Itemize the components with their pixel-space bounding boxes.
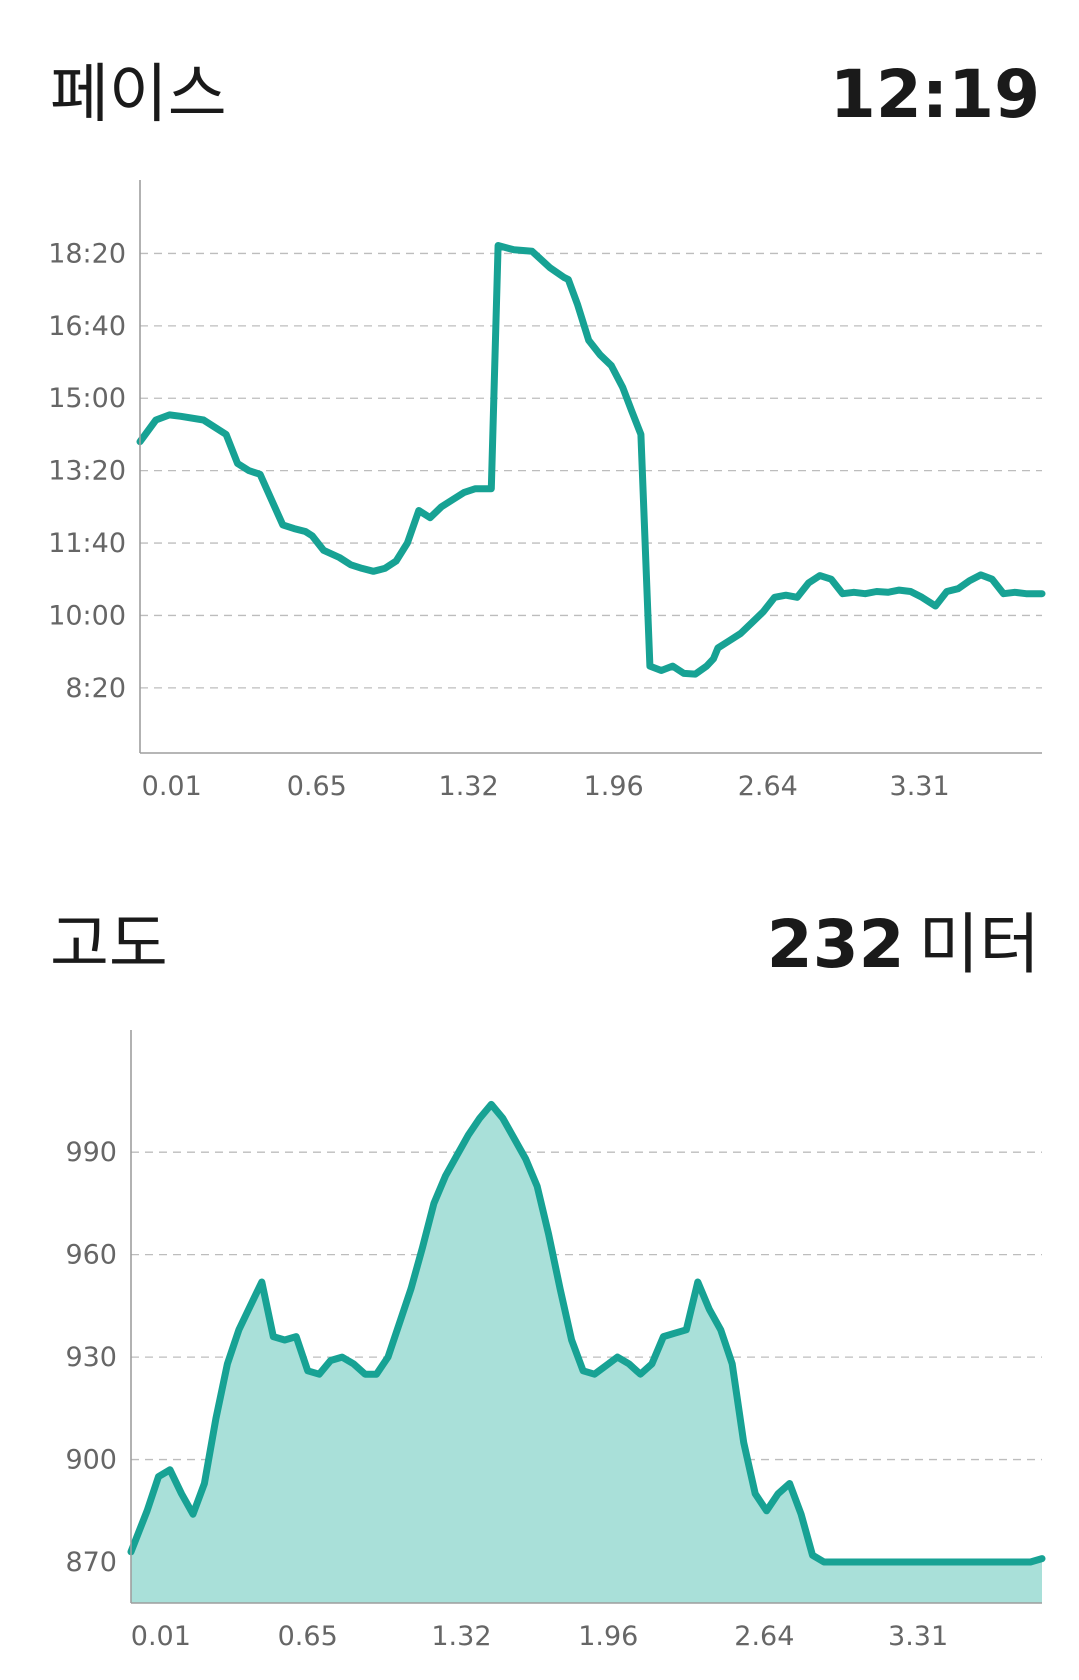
- elevation-unit: 미터: [918, 906, 1040, 983]
- x-tick-label: 3.31: [890, 771, 950, 800]
- pace-title: 페이스: [50, 58, 227, 132]
- x-tick-label: 0.01: [131, 1621, 191, 1650]
- x-tick-label: 2.64: [734, 1621, 794, 1650]
- y-tick-label: 960: [65, 1240, 117, 1271]
- x-tick-label: 0.01: [142, 771, 202, 800]
- x-tick-label: 1.96: [578, 1621, 638, 1650]
- pace-value: 12:19: [829, 56, 1040, 133]
- x-tick-label: 0.65: [278, 1621, 338, 1650]
- y-tick-label: 870: [65, 1547, 117, 1578]
- pace-chart: 8:20 10:00 11:40 13:20 15:00 16:40 18:20 0.01 0.…: [48, 180, 1046, 800]
- y-tick-label: 990: [65, 1137, 117, 1168]
- elevation-header: 고도 232 미터: [50, 900, 1040, 990]
- pace-header: 페이스 12:19: [50, 50, 1040, 140]
- x-tick-label: 1.32: [431, 1621, 491, 1650]
- x-tick-label: 0.65: [287, 771, 347, 800]
- y-tick-label: 15:00: [48, 383, 126, 414]
- y-tick-label: 11:40: [48, 528, 126, 559]
- series-line: [136, 242, 1046, 678]
- y-tick-label: 10:00: [48, 600, 126, 631]
- x-tick-label: 1.96: [584, 771, 644, 800]
- elevation-title: 고도: [50, 908, 168, 982]
- y-tick-label: 16:40: [48, 311, 126, 342]
- elevation-chart: 870 900 930 960 990 0.01 0.65 1.32 1.96 2.64 3.31: [65, 1030, 1046, 1650]
- y-tick-label: 8:20: [65, 673, 126, 704]
- x-tick-label: 1.32: [439, 771, 499, 800]
- y-tick-label: 930: [65, 1342, 117, 1373]
- area-fill: [131, 1104, 1042, 1603]
- x-tick-label: 3.31: [888, 1621, 948, 1650]
- elevation-value-wrap: 232 미터: [767, 900, 1040, 990]
- y-tick-label: 13:20: [48, 456, 126, 487]
- y-tick-label: 18:20: [48, 238, 126, 269]
- series-line: [127, 1100, 1046, 1566]
- x-tick-label: 2.64: [738, 771, 798, 800]
- y-tick-label: 900: [65, 1445, 117, 1476]
- elevation-value: 232: [766, 906, 905, 983]
